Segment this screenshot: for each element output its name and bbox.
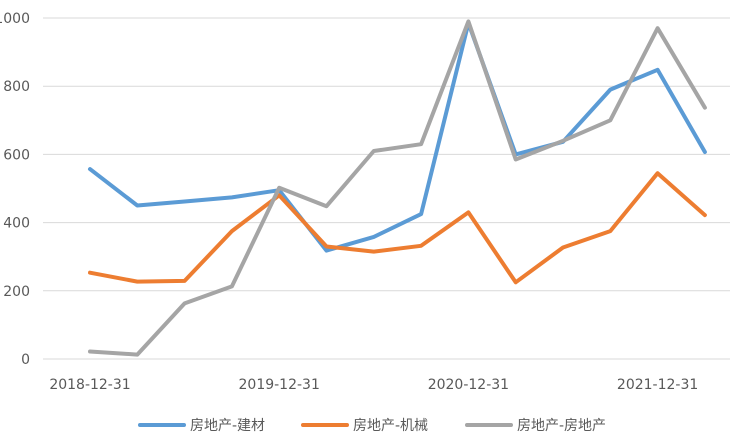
y-tick-label: 1000 xyxy=(0,11,30,27)
y-tick-label: 0 xyxy=(21,352,30,368)
series-lines xyxy=(88,19,707,357)
x-tick-label: 2019-12-31 xyxy=(239,377,320,393)
legend-label: 房地产-房地产 xyxy=(517,418,606,434)
series-line-3 xyxy=(88,19,707,357)
legend-label: 房地产-机械 xyxy=(353,418,428,434)
legend-label: 房地产-建材 xyxy=(190,418,265,434)
x-tick-label: 2020-12-31 xyxy=(428,377,509,393)
y-tick-label: 400 xyxy=(3,216,30,232)
y-axis-ticks: 0 200 400 600 800 1000 xyxy=(0,11,30,368)
series-line-2 xyxy=(88,171,707,285)
series-line-1 xyxy=(88,21,707,253)
x-tick-label: 2021-12-31 xyxy=(617,377,698,393)
y-tick-label: 800 xyxy=(3,79,30,95)
x-axis-ticks: 2018-12-31 2019-12-31 2020-12-31 2021-12-31 xyxy=(49,377,698,393)
y-tick-label: 200 xyxy=(3,284,30,300)
x-tick-label: 2018-12-31 xyxy=(49,377,130,393)
y-tick-label: 600 xyxy=(3,147,30,163)
legend: 房地产-建材 房地产-机械 房地产-房地产 xyxy=(138,418,606,434)
grid-lines xyxy=(43,17,730,360)
